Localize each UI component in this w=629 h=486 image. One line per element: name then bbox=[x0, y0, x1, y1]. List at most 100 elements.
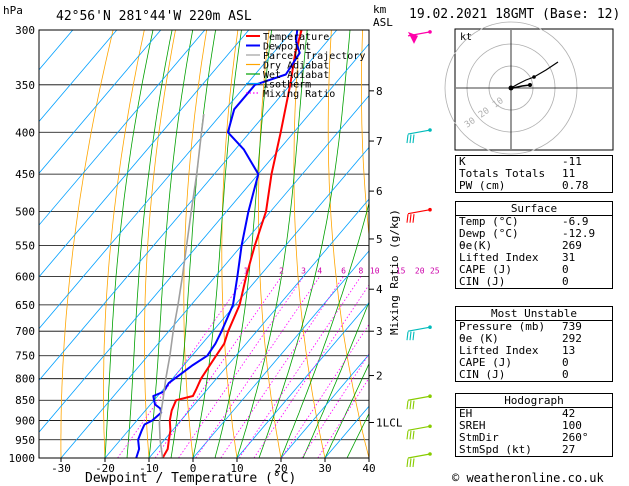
series-dewpoint bbox=[135, 30, 301, 458]
surface-cin-label: CIN (J) bbox=[459, 275, 506, 288]
dry-adiabat-30 bbox=[293, 30, 326, 458]
isotherm--100 bbox=[39, 30, 118, 123]
wind-barb-shaft bbox=[407, 395, 431, 401]
dry-adiabat-0 bbox=[183, 30, 208, 458]
wind-barb-850 bbox=[406, 394, 432, 410]
temperature-tick--20: -20 bbox=[95, 462, 115, 475]
pressure-tick-800: 800 bbox=[15, 373, 35, 386]
wind-barb-shaft bbox=[407, 326, 431, 332]
surface-thetae-label: θe(K) bbox=[459, 239, 493, 252]
wind-barb-station bbox=[428, 424, 432, 429]
surface-dewp-row: Dewp (°C) -12.9 bbox=[456, 228, 612, 240]
isotherm--50 bbox=[39, 30, 338, 381]
legend-label-isotherm: Isotherm bbox=[263, 80, 311, 91]
surface-thetae-row: θe(K) 269 bbox=[456, 240, 612, 252]
mu-cape-label: CAPE (J) bbox=[459, 356, 512, 369]
wind-barb-feather bbox=[412, 400, 415, 410]
pressure-tick-350: 350 bbox=[15, 79, 35, 92]
pressure-tick-400: 400 bbox=[15, 126, 35, 139]
surface-cin-row: CIN (J) 0 bbox=[456, 276, 612, 288]
sreh-row: SREH 100 bbox=[456, 420, 612, 432]
legend-label-dry-adiabat: Dry Adiabat bbox=[263, 61, 329, 72]
km-tick-7: 7 bbox=[376, 135, 383, 148]
plot-frame bbox=[38, 29, 370, 459]
legend-label-mixing-ratio: Mixing Ratio bbox=[263, 89, 335, 100]
wind-barb-503 bbox=[406, 207, 432, 223]
mixing-ratio-label-15: 15 bbox=[396, 266, 406, 275]
surface-title: Surface bbox=[456, 202, 612, 216]
stmspd-label: StmSpd (kt) bbox=[459, 443, 532, 456]
surface-cin-value: 0 bbox=[562, 275, 569, 288]
index-tt-value: 11 bbox=[562, 167, 576, 180]
wind-barb-flag bbox=[408, 31, 418, 44]
eh-value: 42 bbox=[562, 407, 576, 420]
mixing-ratio-line-2 bbox=[154, 276, 282, 458]
pressure-tick-550: 550 bbox=[15, 239, 35, 252]
legend-label-temperature: Temperature bbox=[263, 32, 329, 43]
height-unit: km bbox=[373, 3, 387, 16]
wet-adiabat--15 bbox=[126, 30, 173, 458]
mixing-ratio-label-8: 8 bbox=[358, 266, 363, 275]
isotherm--80 bbox=[39, 30, 206, 226]
dry-adiabat--10 bbox=[143, 30, 176, 458]
pressure-tick-500: 500 bbox=[15, 206, 35, 219]
mixing-ratio-line-20 bbox=[301, 353, 369, 458]
mixing-ratio-line-1 bbox=[117, 276, 247, 458]
mixing-ratio-label-3: 3 bbox=[301, 266, 306, 275]
surface-li-label: Lifted Index bbox=[459, 251, 539, 264]
km-tick-6: 6 bbox=[376, 185, 383, 198]
pressure-tick-900: 900 bbox=[15, 415, 35, 428]
temperature-tick-10: 10 bbox=[230, 462, 243, 475]
series-parcel-trajectory bbox=[158, 113, 205, 458]
mixing-ratio-line-6 bbox=[220, 276, 344, 458]
pressure-tick-750: 750 bbox=[15, 350, 35, 363]
pressure-tick-450: 450 bbox=[15, 168, 35, 181]
surface-dewp-value: -12.9 bbox=[562, 227, 596, 240]
mu-li-row: Lifted Index 13 bbox=[456, 345, 612, 357]
wind-barb-feather bbox=[409, 400, 412, 410]
mixing-ratio-axis-label: Mixing Ratio (g/kg) bbox=[388, 209, 401, 335]
mu-cape-value: 0 bbox=[562, 356, 569, 369]
wind-barb-feather bbox=[409, 331, 412, 341]
hodograph-frame bbox=[454, 28, 614, 151]
mixing-ratio-line-25 bbox=[317, 377, 369, 458]
diagram-grid bbox=[39, 18, 457, 458]
wind-barb-feather bbox=[406, 134, 409, 144]
wind-barb-shaft bbox=[407, 453, 431, 459]
pressure-tick-650: 650 bbox=[15, 299, 35, 312]
temperature-tick-0: 0 bbox=[190, 462, 197, 475]
dry-adiabat--20 bbox=[103, 30, 145, 458]
surface-temp-label: Temp (°C) bbox=[459, 215, 519, 228]
wind-barb-feather bbox=[412, 214, 415, 223]
hodograph-storm-motion bbox=[528, 83, 532, 87]
hodograph-trace bbox=[510, 61, 559, 89]
mixing-ratio-label-2: 2 bbox=[279, 266, 284, 275]
index-tt-label: Totals Totals bbox=[459, 167, 546, 180]
wind-barb-feather bbox=[406, 214, 409, 223]
temperature-tick-40: 40 bbox=[362, 462, 375, 475]
wind-barb-feather bbox=[412, 430, 415, 440]
legend-label-dewpoint: Dewpoint bbox=[263, 42, 311, 53]
mu-cin-label: CIN (J) bbox=[459, 368, 506, 381]
wind-barb-feather bbox=[409, 134, 412, 144]
isotherm--70 bbox=[39, 30, 250, 278]
mixing-ratio-label-1: 1 bbox=[244, 266, 249, 275]
wind-barb-700 bbox=[406, 325, 432, 341]
isotherm--60 bbox=[39, 30, 294, 330]
wind-barb-feather bbox=[409, 430, 412, 440]
mixing-ratio-line-4 bbox=[195, 276, 321, 458]
index-tt-row: Totals Totals 11 bbox=[456, 168, 612, 180]
wind-barb-feather bbox=[409, 458, 412, 468]
mu-pressure-row: Pressure (mb) 739 bbox=[456, 321, 612, 333]
surface-panel: Surface Temp (°C) -6.9 Dewp (°C) -12.9 θe(… bbox=[455, 201, 613, 289]
isotherm-10 bbox=[236, 302, 369, 458]
mu-pressure-value: 739 bbox=[562, 320, 582, 333]
hodograph-point bbox=[532, 75, 536, 79]
index-k-label: K bbox=[459, 155, 466, 168]
stmspd-row: StmSpd (kt) 27 bbox=[456, 444, 612, 456]
isotherm--40 bbox=[39, 43, 369, 433]
dry-adiabat-60 bbox=[394, 18, 457, 458]
series-temperature bbox=[161, 30, 303, 458]
hodograph-unit: kt bbox=[460, 32, 472, 43]
